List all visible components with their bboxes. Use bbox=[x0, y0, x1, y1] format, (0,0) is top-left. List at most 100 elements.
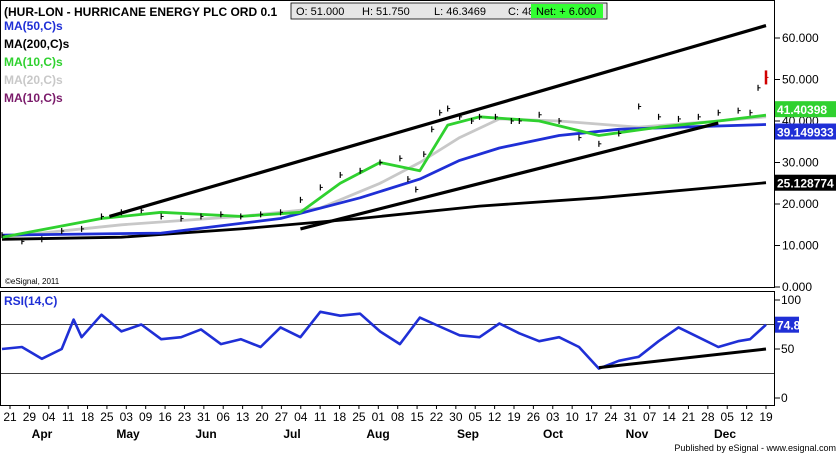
net-change-badge bbox=[531, 4, 603, 18]
date-tick-label: 15 bbox=[410, 410, 424, 424]
price-trendline bbox=[108, 24, 767, 218]
date-tick-label: 04 bbox=[42, 410, 56, 424]
date-axis: 21 29 04 11 18 25 03 09 16 23 31 06 13 20 27 04 11 18 25 01… bbox=[3, 405, 773, 441]
date-tick-label: 31 bbox=[624, 410, 638, 424]
date-tick-label: 25 bbox=[100, 410, 114, 424]
date-tick-label: 03 bbox=[120, 410, 134, 424]
rsi-tick-label: 100 bbox=[781, 293, 801, 307]
month-label: Jul bbox=[283, 427, 300, 441]
ma-line-ma-10-c-s bbox=[1, 113, 767, 239]
ma50-flag-label: 39.149933 bbox=[777, 126, 834, 140]
rsi-axis: 100 50 0 bbox=[775, 293, 801, 405]
date-tick-label: 26 bbox=[527, 410, 541, 424]
date-tick-label: 07 bbox=[643, 410, 657, 424]
rsi-flag-box bbox=[775, 316, 799, 333]
date-tick-label: 18 bbox=[81, 410, 95, 424]
date-tick-label: 12 bbox=[488, 410, 502, 424]
date-tick-label: 04 bbox=[294, 410, 308, 424]
low-value: L: 46.3469 bbox=[434, 6, 486, 18]
date-tick-label: 12 bbox=[740, 410, 754, 424]
value-flags: 41.40398 39.149933 25.128774 74.8 bbox=[775, 101, 836, 333]
date-tick-label: 16 bbox=[158, 410, 172, 424]
date-tick-label: 19 bbox=[759, 410, 773, 424]
month-label: Oct bbox=[543, 427, 563, 441]
date-tick-label: 11 bbox=[62, 410, 75, 424]
net-change-value: Net: + 6.000 bbox=[536, 6, 596, 18]
date-tick-label: 10 bbox=[565, 410, 579, 424]
ma-line-ma-200-c-s bbox=[1, 181, 767, 241]
copyright-note: ©eSignal, 2011 bbox=[5, 277, 60, 286]
price-tick-label: 10.000 bbox=[782, 239, 819, 253]
date-tick-label: 29 bbox=[23, 410, 37, 424]
month-label: Apr bbox=[32, 427, 53, 441]
rsi-tick-label: 0 bbox=[781, 391, 788, 405]
date-tick-label: 08 bbox=[391, 410, 405, 424]
date-tick-label: 05 bbox=[469, 410, 483, 424]
legend-entry: MA(50,C)s bbox=[4, 19, 63, 33]
date-tick-label: 21 bbox=[3, 410, 17, 424]
date-tick-label: 25 bbox=[352, 410, 366, 424]
rsi-line-group bbox=[1, 310, 767, 370]
rsi-tick-label: 50 bbox=[781, 342, 795, 356]
trendlines bbox=[108, 24, 767, 231]
month-label: Jun bbox=[195, 427, 216, 441]
date-tick-label: 28 bbox=[701, 410, 715, 424]
moving-average-lines bbox=[1, 113, 767, 241]
rsi-title: RSI(14,C) bbox=[4, 294, 57, 308]
date-tick-label: 22 bbox=[430, 410, 444, 424]
ma50-flag-box bbox=[775, 123, 836, 140]
date-tick-label: 03 bbox=[546, 410, 560, 424]
open-value: O: 51.000 bbox=[296, 6, 344, 18]
date-tick-label: 30 bbox=[449, 410, 463, 424]
legend-entry: MA(20,C)s bbox=[4, 73, 63, 87]
date-tick-label: 18 bbox=[333, 410, 347, 424]
date-tick-label: 17 bbox=[585, 410, 599, 424]
ma10-flag-label: 41.40398 bbox=[777, 103, 827, 117]
date-tick-label: 01 bbox=[372, 410, 386, 424]
date-tick-label: 09 bbox=[139, 410, 153, 424]
date-tick-label: 23 bbox=[178, 410, 192, 424]
rsi-line bbox=[1, 310, 767, 370]
ohlc-box bbox=[290, 2, 608, 20]
price-tick-label: 60.000 bbox=[782, 31, 819, 45]
price-bars bbox=[1, 70, 769, 245]
published-by: Published by eSignal - www.esignal.com bbox=[674, 443, 836, 453]
rsi-trendline bbox=[598, 347, 767, 370]
price-panel-frame bbox=[0, 0, 775, 288]
date-tick-label: 20 bbox=[255, 410, 269, 424]
date-tick-label: 13 bbox=[236, 410, 250, 424]
price-trendline bbox=[300, 121, 719, 231]
ma-line-ma-20-c-s bbox=[1, 115, 767, 239]
price-tick-label: 0.000 bbox=[782, 280, 812, 294]
high-value: H: 51.750 bbox=[362, 6, 410, 18]
rsi-reference-lines bbox=[0, 324, 775, 374]
rsi-flag-label: 74.8 bbox=[777, 319, 801, 333]
month-label: Aug bbox=[366, 427, 389, 441]
date-tick-label: 19 bbox=[507, 410, 521, 424]
date-tick-label: 31 bbox=[197, 410, 211, 424]
symbol-title: (HUR-LON - HURRICANE ENERGY PLC ORD 0.1 bbox=[4, 5, 277, 19]
date-tick-label: 14 bbox=[662, 410, 676, 424]
legend-entry: MA(10,C)s bbox=[4, 55, 63, 69]
month-label: Dec bbox=[714, 427, 736, 441]
date-tick-label: 11 bbox=[314, 410, 327, 424]
month-label: Nov bbox=[626, 427, 649, 441]
date-tick-label: 21 bbox=[682, 410, 696, 424]
legend-entry: MA(200,C)s bbox=[4, 37, 70, 51]
date-tick-label: 24 bbox=[604, 410, 618, 424]
ma200-flag-box bbox=[775, 174, 836, 191]
ma10-flag-box bbox=[775, 101, 836, 118]
date-tick-label: 27 bbox=[275, 410, 289, 424]
price-tick-label: 50.000 bbox=[782, 73, 819, 87]
rsi-panel-frame bbox=[0, 291, 775, 406]
month-label: Sep bbox=[457, 427, 479, 441]
month-label: May bbox=[116, 427, 140, 441]
ma200-flag-label: 25.128774 bbox=[777, 177, 834, 191]
legend-entry: MA(10,C)s bbox=[4, 91, 63, 105]
price-tick-label: 30.000 bbox=[782, 156, 819, 170]
legend: MA(50,C)s MA(200,C)s MA(10,C)s MA(20,C)s MA(… bbox=[4, 19, 70, 105]
date-tick-label: 06 bbox=[217, 410, 231, 424]
price-tick-label: 20.000 bbox=[782, 197, 819, 211]
